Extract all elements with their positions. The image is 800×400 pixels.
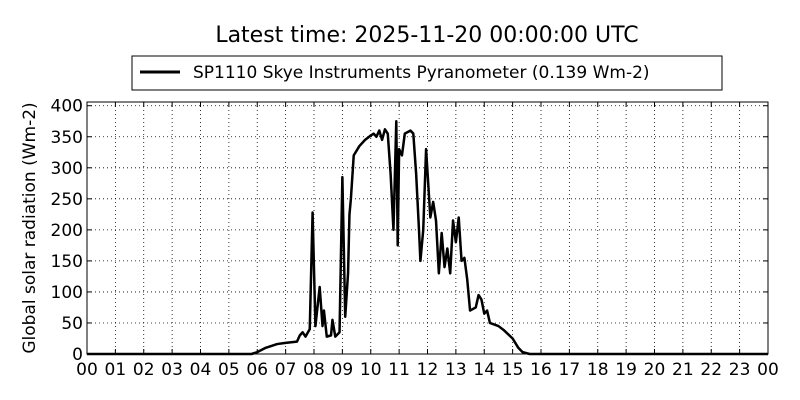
x-tick-label: 01 [105, 360, 127, 380]
y-tick-label: 50 [61, 314, 83, 334]
x-tick-label: 12 [417, 360, 439, 380]
x-tick-label: 05 [218, 360, 240, 380]
x-tick-label: 06 [246, 360, 268, 380]
x-tick-label: 15 [502, 360, 524, 380]
plot-frame [86, 101, 769, 355]
x-tick-label: 10 [360, 360, 382, 380]
chart-title: Latest time: 2025-11-20 00:00:00 UTC [215, 23, 638, 48]
x-tick-label: 20 [644, 360, 666, 380]
x-tick-label: 00 [76, 360, 98, 380]
x-tick-label: 04 [190, 360, 212, 380]
x-tick-label: 11 [388, 360, 410, 380]
y-tick-label: 350 [51, 128, 83, 148]
x-tick-label: 02 [133, 360, 155, 380]
y-tick-label: 0 [72, 345, 83, 365]
y-tick-label: 400 [51, 97, 83, 117]
y-axis-label: Global solar radiation (Wm-2) [20, 102, 40, 353]
x-tick-label: 14 [473, 360, 495, 380]
x-tick-label: 21 [672, 360, 694, 380]
y-tick-label: 100 [51, 283, 83, 303]
x-tick-label: 09 [332, 360, 354, 380]
legend-label: SP1110 Skye Instruments Pyranometer (0.1… [193, 63, 650, 83]
x-tick-label: 17 [559, 360, 581, 380]
x-tick-label: 23 [729, 360, 751, 380]
x-tick-label: 00 [757, 360, 779, 380]
legend [131, 55, 723, 91]
x-tick-label: 22 [700, 360, 722, 380]
x-tick-label: 07 [275, 360, 297, 380]
y-tick-label: 300 [51, 159, 83, 179]
data-line [87, 119, 768, 356]
x-tick-label: 13 [445, 360, 467, 380]
x-tick-label: 16 [530, 360, 552, 380]
y-tick-label: 250 [51, 190, 83, 210]
y-tick-label: 150 [51, 252, 83, 272]
x-tick-label: 19 [615, 360, 637, 380]
y-tick-label: 200 [51, 221, 83, 241]
x-tick-label: 18 [587, 360, 609, 380]
x-tick-label: 08 [303, 360, 325, 380]
x-tick-label: 03 [161, 360, 183, 380]
